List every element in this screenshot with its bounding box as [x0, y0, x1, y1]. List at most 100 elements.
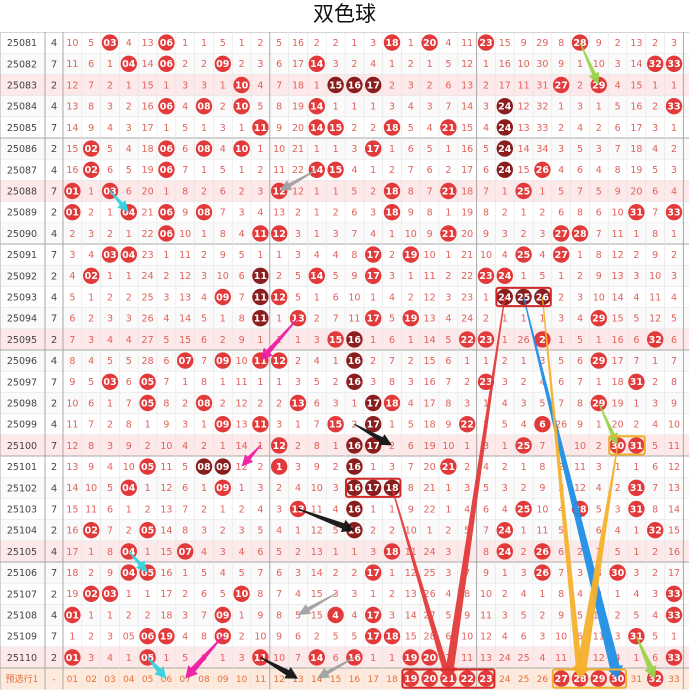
ball-number: 16 — [348, 504, 362, 515]
miss-count: 2 — [502, 356, 508, 367]
miss-count: 28 — [424, 632, 436, 643]
miss-count: 2 — [314, 314, 320, 325]
miss-count: 2 — [276, 271, 282, 282]
ball-number: 16 — [348, 80, 362, 91]
miss-count: 5 — [201, 568, 207, 579]
issue-label: 25089 — [7, 208, 37, 219]
miss-count: 4 — [182, 441, 188, 452]
miss-count: 2 — [182, 398, 188, 409]
miss-count: 1 — [239, 165, 245, 176]
miss-count: 9 — [163, 420, 169, 431]
miss-count: 3 — [558, 314, 564, 325]
hit-ball — [365, 437, 382, 454]
hit-ball — [195, 458, 213, 475]
miss-count: 1 — [633, 462, 639, 473]
miss-count: 4 — [107, 653, 113, 664]
hit-ball — [83, 140, 100, 157]
miss-count: 26 — [518, 335, 530, 346]
hit-ball — [496, 543, 513, 560]
ball-number: 21 — [442, 186, 455, 197]
trend-arrow — [579, 42, 599, 85]
miss-count: 1 — [389, 504, 395, 515]
miss-count: 1 — [163, 80, 169, 91]
miss-count: 3 — [558, 144, 564, 155]
miss-count: 9 — [596, 271, 602, 282]
miss-count: 10 — [405, 229, 417, 240]
miss-count: 13 — [66, 462, 78, 473]
miss-count: 11 — [461, 653, 473, 664]
miss-count: 1 — [295, 526, 301, 537]
ball-number: 14 — [310, 102, 324, 113]
row-bg — [0, 307, 689, 329]
miss-count: 13 — [273, 208, 285, 219]
miss-count: 15 — [518, 165, 530, 176]
ball-number: 06 — [160, 208, 174, 219]
miss-count: 3 — [483, 102, 489, 113]
miss-count: 13 — [66, 102, 78, 113]
footer-ball-number: 23 — [479, 674, 492, 685]
miss-count: 2 — [502, 462, 508, 473]
miss-count: 1 — [389, 568, 395, 579]
miss-count: 2 — [333, 568, 339, 579]
miss-count: 2 — [351, 420, 357, 431]
miss-count: 7 — [671, 356, 677, 367]
miss-count: 15 — [311, 610, 323, 621]
miss-count: 3 — [333, 589, 339, 600]
miss-count: 11 — [480, 610, 492, 621]
miss-count: 2 — [633, 250, 639, 261]
trend-arrow — [147, 657, 167, 679]
hit-ball — [120, 55, 137, 72]
ball-number: 11 — [254, 123, 267, 134]
miss-count: 4 — [107, 335, 113, 346]
ball-number: 09 — [216, 420, 229, 431]
ball-number: 10 — [235, 102, 249, 113]
miss-count: 1 — [145, 547, 151, 558]
hit-ball — [365, 606, 382, 624]
miss-count: 8 — [427, 208, 433, 219]
miss-count: 2 — [445, 165, 451, 176]
miss-count: 6 — [201, 335, 207, 346]
miss-count: 3 — [182, 80, 188, 91]
miss-count: 1 — [295, 335, 301, 346]
miss-count: 8 — [389, 377, 395, 388]
hit-ball — [327, 416, 344, 433]
miss-count: 2 — [370, 526, 376, 537]
miss-count: 6 — [107, 504, 113, 515]
miss-count: 1 — [445, 208, 451, 219]
miss-count: 7 — [483, 186, 489, 197]
hit-ball — [496, 267, 513, 284]
miss-count: 2 — [220, 335, 226, 346]
miss-count: 3 — [276, 420, 282, 431]
miss-count: 1 — [389, 229, 395, 240]
miss-count: 3 — [502, 229, 508, 240]
ball-number: 04 — [122, 568, 136, 579]
miss-count: 6 — [88, 398, 94, 409]
miss-count: 1 — [521, 356, 527, 367]
miss-count: 5 — [107, 144, 113, 155]
miss-count: 9 — [276, 632, 282, 643]
hit-ball — [628, 437, 645, 454]
miss-count: 4 — [239, 547, 245, 558]
ball-number: 11 — [254, 420, 267, 431]
miss-count: 9 — [652, 250, 658, 261]
miss-count: 6 — [408, 441, 414, 452]
trend-arrow — [298, 593, 336, 615]
miss-count: 5 — [633, 610, 639, 621]
miss-count: 4 — [445, 589, 451, 600]
miss-count: 13 — [405, 589, 417, 600]
issue-label: 25091 — [7, 250, 37, 261]
hit-ball — [271, 458, 288, 475]
hit-ball — [647, 331, 664, 348]
ball-number: 32 — [649, 335, 662, 346]
miss-count: 7 — [163, 377, 169, 388]
miss-count: 6 — [126, 377, 132, 388]
miss-count: 5 — [220, 165, 226, 176]
miss-count: 2 — [257, 38, 263, 49]
miss-count: 4 — [182, 102, 188, 113]
miss-count: 17 — [499, 80, 511, 91]
row-bg — [0, 477, 689, 499]
miss-count: 2 — [314, 38, 320, 49]
miss-count: 8 — [596, 250, 602, 261]
miss-count: 12 — [292, 186, 304, 197]
miss-count: 9 — [88, 123, 94, 134]
